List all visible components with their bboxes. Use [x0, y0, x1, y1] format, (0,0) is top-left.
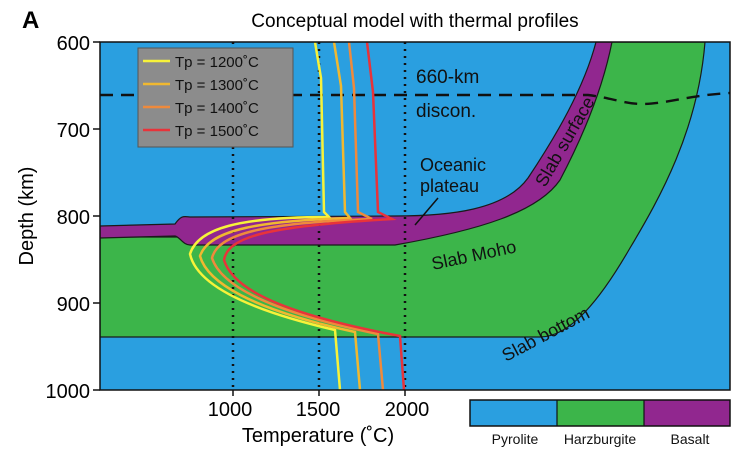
legend-label-1200: Tp = 1200˚C	[175, 54, 259, 71]
profile-tp-1300	[198, 42, 362, 390]
x-ticks	[232, 390, 406, 396]
material-legend: Pyrolite Harzburgite Basalt	[469, 399, 731, 447]
legend-label-1500: Tp = 1500˚C	[175, 123, 259, 140]
y-tick-900: 900	[57, 294, 90, 316]
y-tick-700: 700	[57, 120, 90, 142]
pyrolite-swatch	[470, 400, 557, 426]
basalt-swatch	[644, 400, 730, 426]
plateau-label-line2: plateau	[420, 176, 479, 196]
thermal-legend: Tp = 1200˚C Tp = 1300˚C Tp = 1400˚C Tp =…	[137, 47, 294, 148]
x-tick-1500: 1500	[296, 399, 341, 421]
harzburgite-swatch	[557, 400, 644, 426]
x-tick-1000: 1000	[208, 399, 253, 421]
legend-label-1400: Tp = 1400˚C	[175, 100, 259, 117]
pyrolite-label: Pyrolite	[492, 431, 539, 447]
y-axis-label: Depth (km)	[16, 167, 38, 266]
legend-label-1300: Tp = 1300˚C	[175, 77, 259, 94]
plateau-leader	[414, 197, 439, 226]
figure-title: Conceptual model with thermal profiles	[251, 11, 578, 32]
panel-label: A	[22, 7, 39, 34]
y-ticks	[93, 41, 100, 391]
y-tick-800: 800	[57, 207, 90, 229]
discontinuity-label-line1: 660-km	[416, 67, 479, 88]
plateau-label-line1: Oceanic	[420, 155, 486, 175]
y-tick-600: 600	[57, 33, 90, 55]
x-tick-2000: 2000	[385, 399, 430, 421]
profile-tp-1500	[222, 42, 406, 390]
profile-tp-1400	[210, 42, 385, 390]
discontinuity-label-line2: discon.	[416, 101, 476, 122]
y-tick-1000: 1000	[46, 381, 91, 403]
x-axis-label: Temperature (˚C)	[242, 425, 394, 447]
discontinuity-line	[100, 91, 730, 106]
basalt-label: Basalt	[671, 431, 710, 447]
harzburgite-label: Harzburgite	[564, 431, 637, 447]
profile-tp-1200	[188, 42, 342, 390]
